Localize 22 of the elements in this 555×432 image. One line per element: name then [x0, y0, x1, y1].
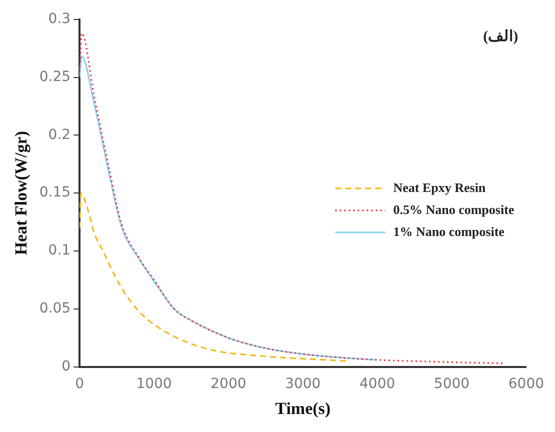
legend-label: 1% Nano composite [393, 224, 505, 239]
legend-label: 0.5% Nano composite [393, 202, 514, 217]
annotation: (الف) [483, 28, 518, 45]
y-tick-label: 0.25 [39, 68, 71, 85]
x-axis-title: Time(s) [275, 399, 331, 418]
y-tick-label: 0.2 [48, 126, 71, 143]
legend-label: Neat Epxy Resin [393, 180, 486, 195]
y-tick-label: 0.05 [39, 300, 71, 317]
y-tick-label: 0.15 [39, 184, 71, 201]
y-tick-label: 0.3 [48, 11, 71, 28]
x-tick-label: 6000 [508, 376, 544, 392]
line-series [80, 56, 378, 361]
y-tick-label: 0.1 [48, 242, 71, 259]
y-axis-title: Heat Flow(W/gr) [12, 131, 31, 256]
x-tick-label: 1000 [136, 376, 172, 392]
x-tick-label: 2000 [210, 376, 246, 392]
y-tick-label: 0 [62, 358, 71, 374]
x-tick-label: 4000 [359, 376, 396, 392]
line-series [80, 192, 348, 362]
x-tick-label: 5000 [434, 376, 470, 392]
x-tick-label: 0 [75, 376, 84, 392]
x-tick-label: 3000 [285, 376, 321, 392]
